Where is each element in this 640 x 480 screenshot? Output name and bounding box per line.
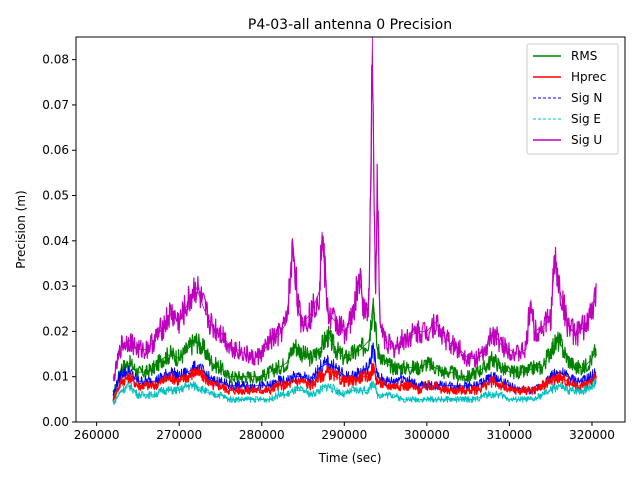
legend-label: Sig U [571, 133, 602, 147]
legend-label: Sig E [571, 112, 601, 126]
series-line-sig-u [112, 64, 597, 382]
series-anchors-hprec [112, 366, 597, 400]
x-axis-ticks: 260000 270000 280000 290000 300000 310000 3200… [74, 422, 615, 442]
y-tick-label: 0.00 [42, 415, 69, 429]
y-tick-label: 0.05 [42, 189, 69, 203]
x-tick-label: 270000 [156, 428, 202, 442]
y-tick-label: 0.02 [42, 324, 69, 338]
legend-label: RMS [571, 49, 597, 63]
y-tick-label: 0.08 [42, 53, 69, 67]
x-tick-label: 280000 [239, 428, 285, 442]
legend-label: Sig N [571, 91, 602, 105]
y-tick-label: 0.07 [42, 98, 69, 112]
chart-title: P4-03-all antenna 0 Precision [248, 17, 452, 33]
x-axis-label: Time (sec) [318, 451, 382, 465]
legend-box [526, 43, 619, 155]
series-anchors-rms [112, 299, 597, 395]
series-anchors-sig-u [112, 36, 597, 382]
x-tick-label: 310000 [487, 428, 533, 442]
plot-area [75, 36, 626, 423]
y-tick-label: 0.06 [42, 143, 69, 157]
legend-label: Hprec [571, 70, 606, 84]
x-tick-label: 260000 [74, 428, 120, 442]
x-tick-label: 300000 [404, 428, 450, 442]
series-line-rms [112, 297, 597, 396]
series-layer [112, 36, 597, 406]
y-axis-ticks: 0.00 0.01 0.02 0.03 0.04 0.05 0.06 0.07 0.08 [42, 53, 76, 429]
series-anchors-sig-e [112, 380, 597, 405]
y-tick-label: 0.04 [42, 234, 69, 248]
y-tick-label: 0.01 [42, 370, 69, 384]
series-line-sig-e [112, 377, 597, 406]
x-tick-label: 290000 [321, 428, 367, 442]
y-axis-label: Precision (m) [14, 190, 28, 268]
y-tick-label: 0.03 [42, 279, 69, 293]
x-tick-label: 320000 [569, 428, 615, 442]
axes-frame [75, 36, 626, 423]
series-line-hprec [112, 362, 597, 402]
legend: RMS Hprec Sig N Sig E Sig U [526, 43, 619, 155]
